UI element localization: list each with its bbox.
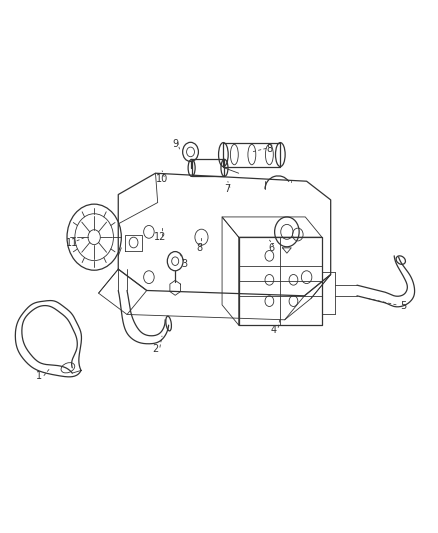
Text: 7: 7 [225, 184, 231, 194]
Text: 1: 1 [36, 371, 42, 381]
Text: 3: 3 [181, 259, 187, 269]
Text: 8: 8 [196, 243, 202, 253]
Text: 9: 9 [172, 139, 178, 149]
Text: 8: 8 [266, 144, 272, 154]
Text: 2: 2 [152, 344, 159, 354]
Text: 11: 11 [66, 238, 78, 247]
Text: 12: 12 [154, 232, 166, 242]
Text: 10: 10 [156, 174, 168, 183]
Text: 4: 4 [271, 326, 277, 335]
Text: 5: 5 [400, 302, 406, 311]
Text: 6: 6 [268, 243, 275, 253]
